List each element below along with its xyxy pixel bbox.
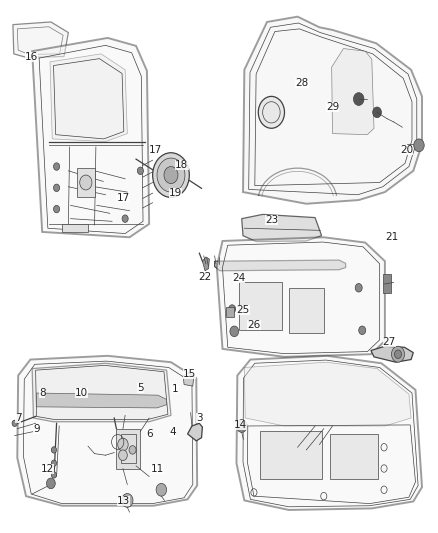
Polygon shape [242, 214, 321, 241]
Polygon shape [202, 257, 209, 271]
Text: 3: 3 [196, 413, 203, 423]
Text: 5: 5 [137, 383, 144, 393]
Circle shape [46, 478, 55, 489]
Text: 18: 18 [175, 160, 188, 171]
Bar [330, 434, 378, 479]
Polygon shape [32, 38, 149, 237]
Circle shape [53, 205, 60, 213]
Circle shape [359, 326, 366, 335]
Circle shape [119, 450, 127, 461]
Circle shape [152, 153, 189, 197]
Circle shape [138, 167, 144, 174]
Circle shape [53, 163, 60, 170]
Text: 22: 22 [198, 272, 212, 282]
Circle shape [157, 158, 185, 192]
Text: 13: 13 [117, 496, 131, 506]
Circle shape [355, 284, 362, 292]
Bar [62, 224, 88, 232]
Bar [383, 274, 391, 293]
Circle shape [164, 166, 178, 183]
Text: 12: 12 [41, 464, 54, 473]
Text: 11: 11 [151, 464, 165, 473]
Text: 6: 6 [146, 429, 152, 439]
Circle shape [353, 93, 364, 106]
Text: 1: 1 [172, 384, 179, 394]
Text: 21: 21 [385, 232, 398, 243]
Bar [239, 282, 283, 330]
Circle shape [122, 494, 133, 507]
Text: 16: 16 [25, 52, 38, 61]
Polygon shape [183, 373, 194, 386]
Circle shape [51, 472, 57, 478]
Text: 23: 23 [265, 215, 278, 225]
Bar [77, 168, 95, 197]
Circle shape [229, 305, 236, 313]
Circle shape [395, 350, 402, 359]
Text: 7: 7 [15, 413, 21, 423]
Bar [226, 308, 234, 317]
Circle shape [414, 139, 424, 152]
Polygon shape [217, 237, 385, 357]
Circle shape [156, 483, 166, 496]
Polygon shape [32, 364, 171, 422]
Circle shape [258, 96, 285, 128]
Text: 26: 26 [247, 320, 261, 330]
Polygon shape [332, 49, 374, 135]
Bar [117, 429, 141, 469]
Text: 9: 9 [33, 424, 40, 434]
Circle shape [122, 215, 128, 222]
Text: 24: 24 [232, 273, 245, 283]
Polygon shape [36, 393, 166, 408]
Polygon shape [50, 54, 127, 142]
Polygon shape [17, 356, 197, 506]
Text: 17: 17 [149, 144, 162, 155]
Bar [289, 288, 324, 333]
Circle shape [51, 460, 57, 466]
Text: 8: 8 [39, 388, 46, 398]
Text: 19: 19 [169, 188, 182, 198]
Polygon shape [215, 260, 346, 271]
Circle shape [237, 419, 247, 432]
Polygon shape [187, 423, 202, 441]
Text: 27: 27 [383, 337, 396, 347]
Text: 10: 10 [75, 388, 88, 398]
Circle shape [80, 175, 92, 190]
Text: 25: 25 [237, 305, 250, 315]
Bar [121, 434, 136, 463]
Circle shape [118, 438, 128, 451]
Text: 4: 4 [170, 427, 177, 438]
Circle shape [230, 326, 239, 337]
Circle shape [51, 447, 57, 453]
Text: 28: 28 [295, 78, 309, 88]
Circle shape [392, 346, 405, 362]
Polygon shape [13, 22, 68, 58]
Circle shape [373, 107, 381, 118]
Polygon shape [244, 362, 411, 426]
Text: 15: 15 [183, 369, 196, 379]
Circle shape [53, 184, 60, 191]
Polygon shape [371, 346, 413, 362]
Bar [261, 431, 321, 479]
Text: 17: 17 [117, 193, 130, 204]
Circle shape [129, 446, 136, 454]
Text: 14: 14 [233, 420, 247, 430]
Text: 20: 20 [400, 144, 413, 155]
Circle shape [12, 420, 17, 426]
Polygon shape [237, 356, 422, 510]
Text: 29: 29 [326, 102, 339, 112]
Polygon shape [243, 17, 422, 204]
